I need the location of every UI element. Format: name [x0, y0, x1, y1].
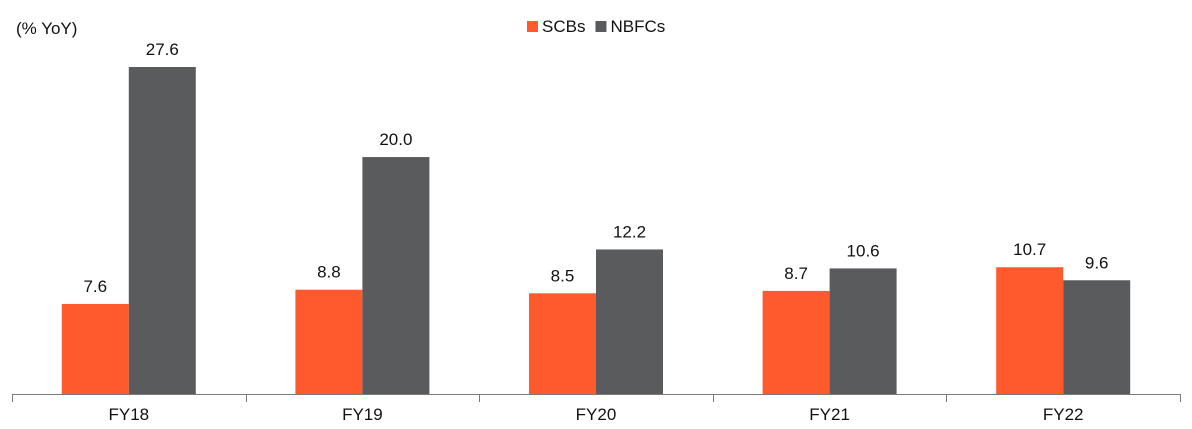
legend-label-nbfcs: NBFCs [610, 17, 665, 36]
data-label-scbs-fy21: 8.7 [784, 264, 808, 283]
data-label-scbs-fy19: 8.8 [317, 263, 341, 282]
data-label-nbfcs-fy22: 9.6 [1085, 253, 1109, 272]
data-label-scbs-fy22: 10.7 [1013, 240, 1046, 259]
bar-nbfcs-fy22 [1063, 280, 1131, 394]
bar-nbfcs-fy20 [596, 249, 663, 394]
data-label-nbfcs-fy20: 12.2 [613, 222, 646, 241]
legend-label-scbs: SCBs [542, 17, 585, 36]
bars: 7.6 27.6 8.8 20.0 8.5 12.2 8.7 10.6 10.7 9.6 [61, 40, 1131, 394]
bar-scbs-fy21 [762, 290, 830, 394]
x-tick-label-fy19: FY19 [342, 405, 383, 424]
data-label-nbfcs-fy19: 20.0 [379, 130, 412, 149]
x-tick-label-fy18: FY18 [108, 405, 149, 424]
bar-nbfcs-fy18 [128, 67, 196, 394]
bar-scbs-fy18 [61, 303, 129, 394]
bar-scbs-fy19 [295, 289, 363, 394]
data-label-nbfcs-fy18: 27.6 [146, 40, 179, 59]
y-axis-label: (% YoY) [16, 19, 77, 38]
x-tick-label-fy20: FY20 [576, 405, 617, 424]
data-label-scbs-fy18: 7.6 [83, 277, 107, 296]
bar-nbfcs-fy21 [829, 268, 897, 394]
bar-nbfcs-fy19 [362, 157, 430, 394]
x-axis: FY18 FY19 FY20 FY21 FY22 [12, 394, 1181, 424]
legend: SCBs NBFCs [527, 17, 665, 36]
bar-scbs-fy20 [529, 293, 596, 394]
data-label-scbs-fy20: 8.5 [551, 266, 575, 285]
legend-swatch-nbfcs [595, 21, 607, 32]
legend-swatch-scbs [527, 21, 538, 32]
x-tick-label-fy22: FY22 [1043, 405, 1084, 424]
data-label-nbfcs-fy21: 10.6 [847, 241, 880, 260]
x-tick-label-fy21: FY21 [809, 405, 850, 424]
bar-scbs-fy22 [996, 267, 1064, 394]
